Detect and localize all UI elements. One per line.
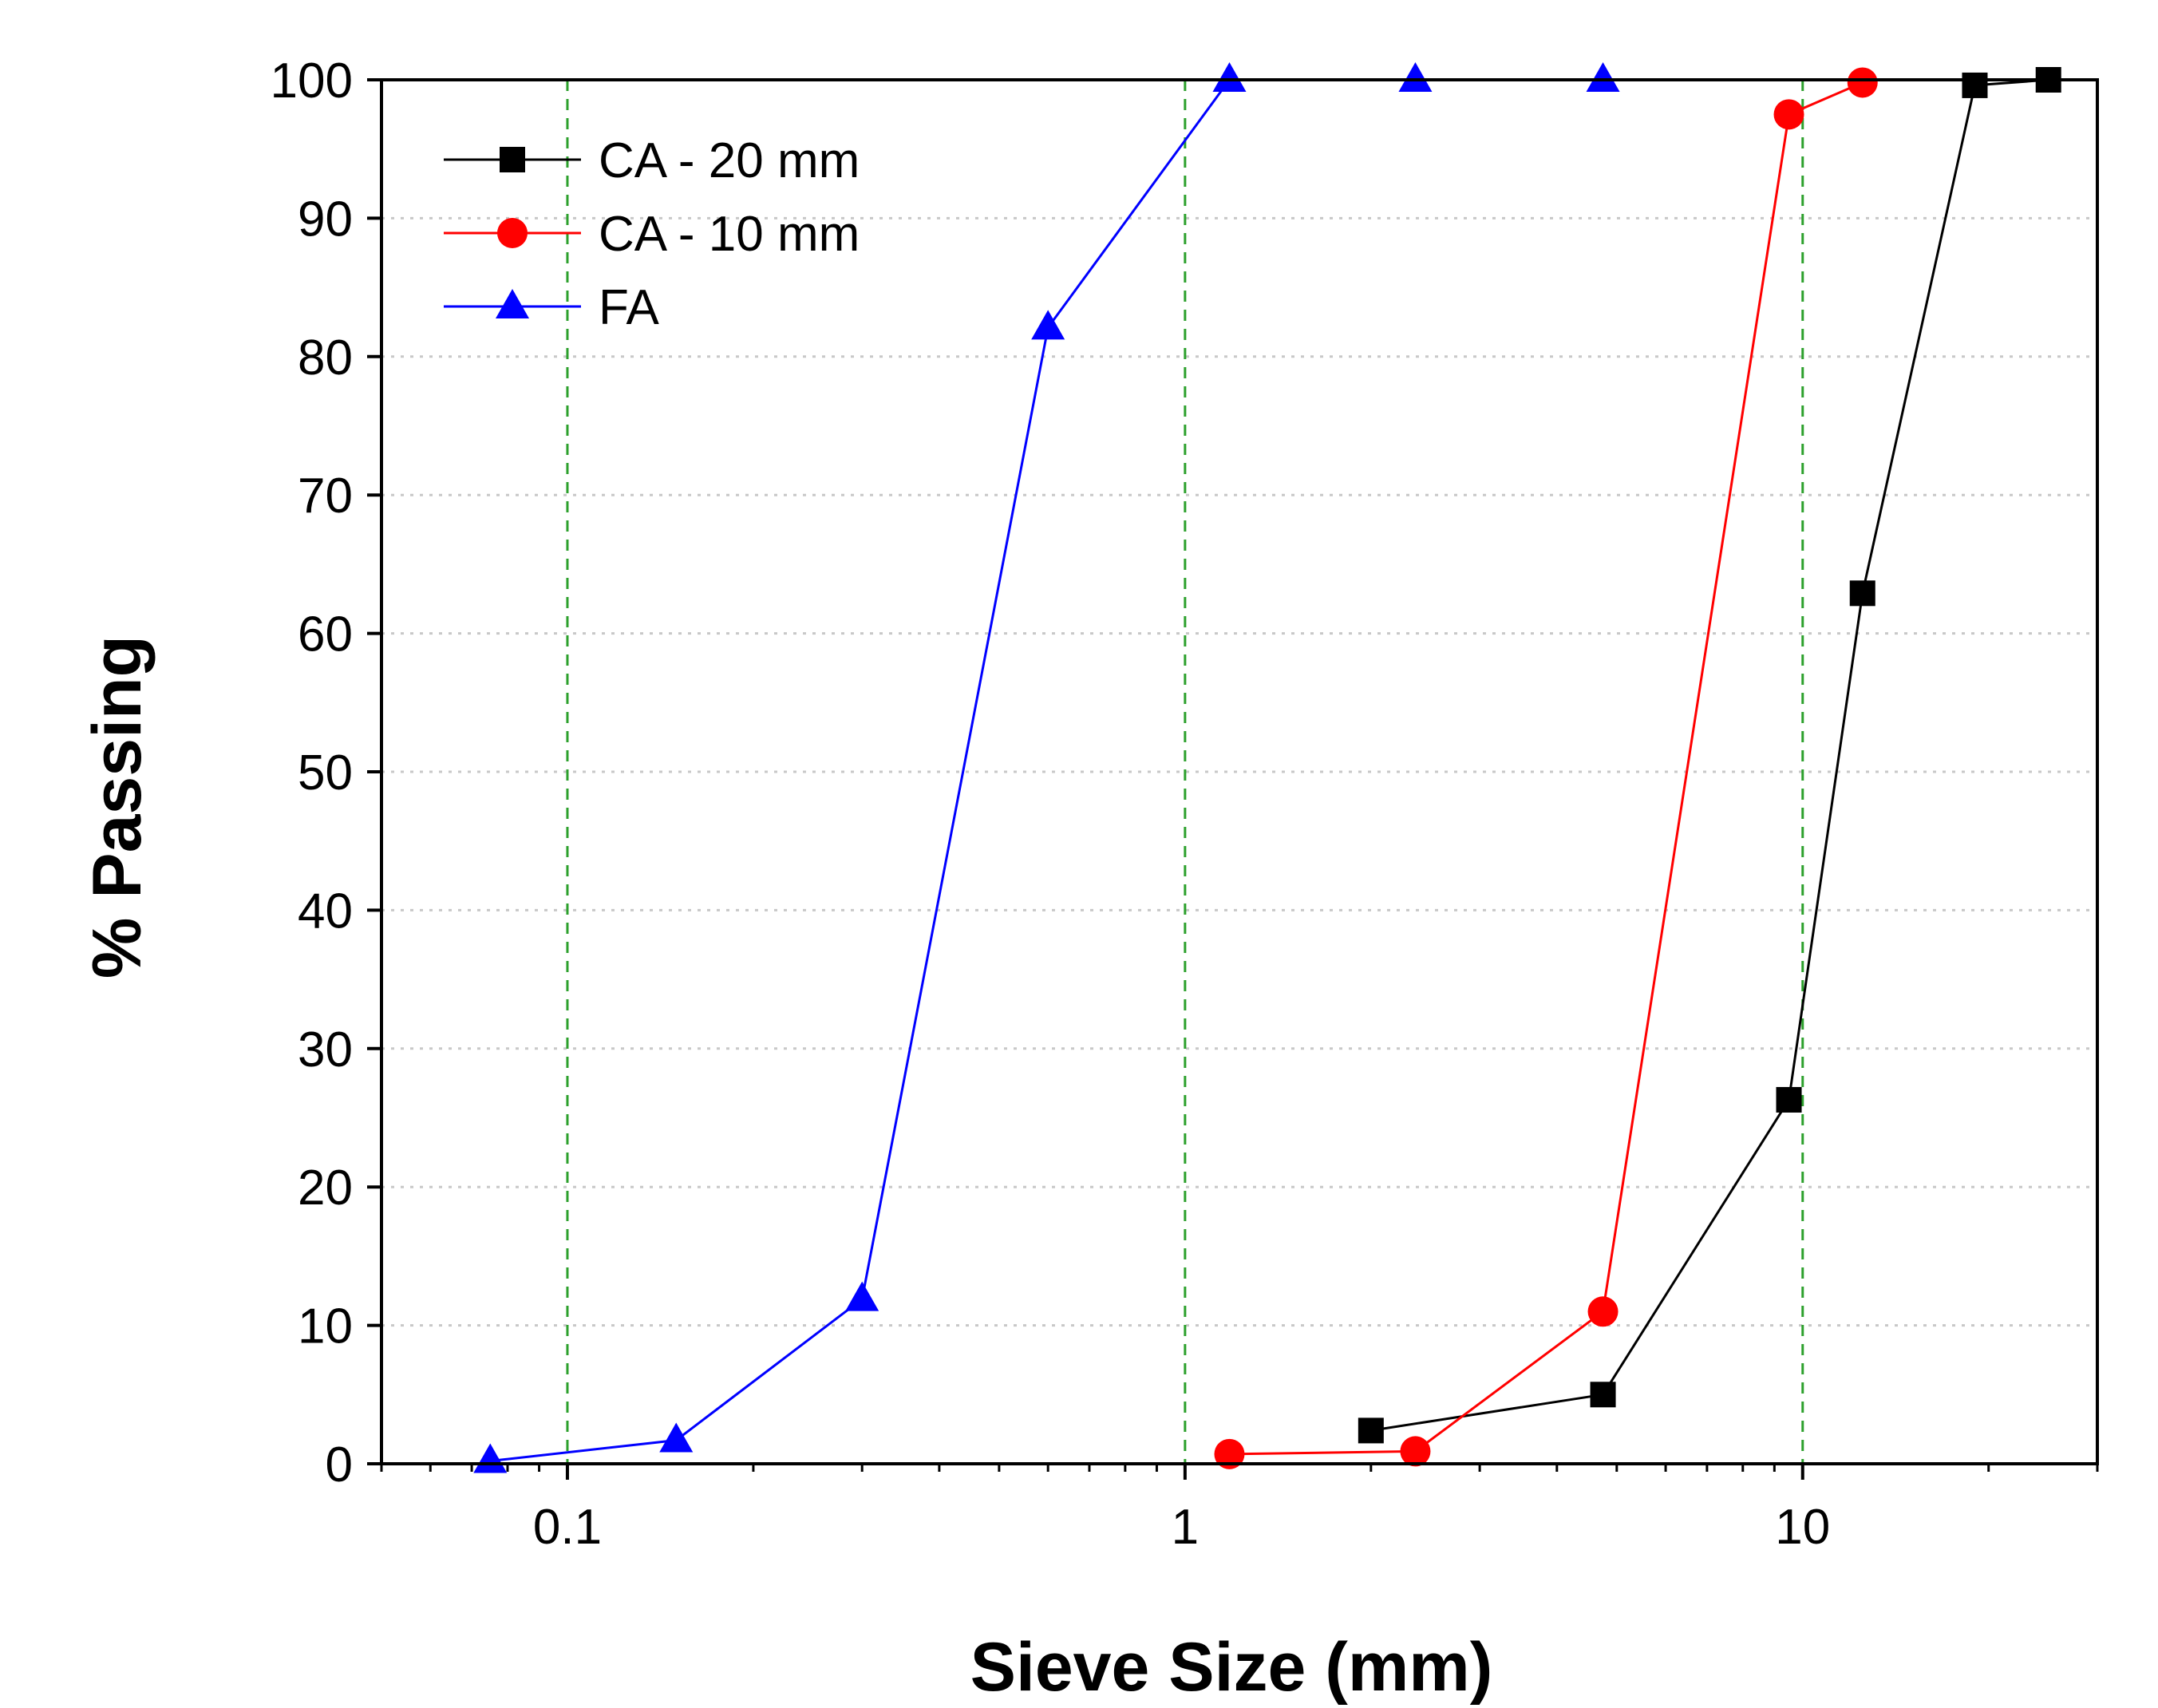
data-point [1031,310,1065,340]
data-point [1847,67,1878,98]
vertical-gridlines [566,80,1804,1464]
data-point [473,1443,508,1473]
data-point [1586,62,1620,92]
legend-marker [497,218,528,248]
data-point [1212,62,1247,92]
data-point [845,1281,879,1311]
y-tick-label: 0 [326,1437,353,1493]
data-point [1214,1438,1245,1469]
y-tick-label: 80 [298,330,353,385]
x-tick-label: 0.1 [533,1500,602,1555]
data-point [1587,1296,1618,1327]
y-axis-title: % Passing [79,635,156,979]
data-point [1358,1417,1384,1444]
x-axis-title: Sieve Size (mm) [970,1629,1493,1706]
y-tick-label: 100 [271,53,353,109]
y-tick-label: 50 [298,745,353,801]
x-tick-label: 1 [1172,1500,1199,1555]
y-tick-label: 20 [298,1160,353,1216]
data-point [1962,72,1988,98]
data-point [1773,99,1804,130]
series-layer [473,62,2061,1473]
series-ca-10-mm [1214,67,1878,1469]
data-point [1400,1436,1431,1467]
legend-marker [500,147,525,172]
legend-label: CA - 20 mm [599,133,860,188]
legend: CA - 20 mm CA - 10 mm FA [444,133,860,335]
y-tick-label: 30 [298,1022,353,1077]
y-tick-label: 10 [298,1299,353,1354]
data-point [1849,580,1875,607]
y-tick-label: 70 [298,469,353,524]
horizontal-gridlines [381,216,2097,1327]
legend-label: CA - 10 mm [599,207,860,262]
chart-background [60,40,2135,1708]
x-axis-ticks: 0.1 1 10 [380,1464,2099,1555]
y-tick-label: 60 [298,607,353,662]
y-tick-label: 90 [298,192,353,247]
data-point [1590,1382,1616,1408]
legend-label: FA [599,280,659,335]
x-tick-label: 10 [1775,1500,1830,1555]
data-point [1776,1086,1802,1113]
data-point [1398,62,1433,92]
y-axis-ticks: 0 10 20 30 40 50 60 70 80 90 100 [271,53,381,1493]
legend-marker [496,289,529,318]
data-point [659,1422,694,1453]
y-tick-label: 40 [298,884,353,939]
